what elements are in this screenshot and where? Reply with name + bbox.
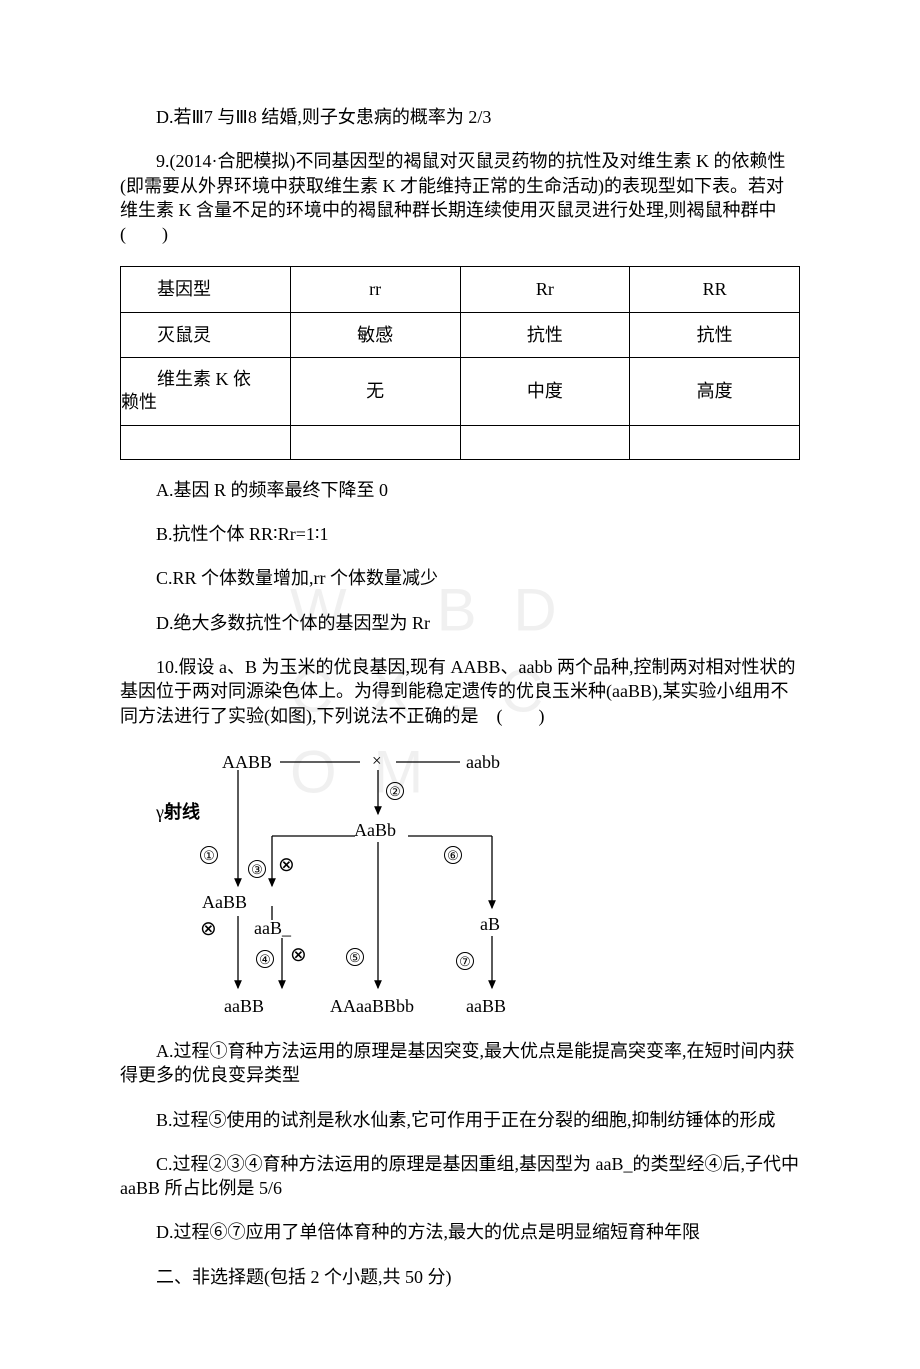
q10-option-c: C.过程②③④育种方法运用的原理是基因重组,基因型为 aaB_的类型经④后,子代… — [120, 1152, 800, 1201]
table-row: 维生素 K 依 赖性 无 中度 高度 — [121, 358, 800, 426]
cell-sensitive: 敏感 — [290, 312, 460, 357]
cell-rr: rr — [290, 267, 460, 312]
q10-option-d: D.过程⑥⑦应用了单倍体育种的方法,最大的优点是明显缩短育种年限 — [120, 1220, 800, 1244]
table-row: 基因型 rr Rr RR — [121, 267, 800, 312]
lbl-bot3: aaBB — [466, 994, 506, 1018]
lbl-self-3: ⊗ — [290, 942, 307, 969]
cell-RR: RR — [630, 267, 800, 312]
cell-none: 无 — [290, 358, 460, 426]
q10-diagram: AABB × aabb ② γ射线 ① AaBb ③ ⊗ ⑥ AaBB ⊗ aa… — [140, 748, 580, 1023]
lbl-gamma: γ射线 — [156, 800, 200, 824]
q9-option-a: A.基因 R 的频率最终下降至 0 — [120, 478, 800, 502]
lbl-AaBb: AaBb — [354, 818, 396, 842]
lbl-c3: ③ — [248, 856, 266, 880]
cell-ratkiller-header: 灭鼠灵 — [121, 312, 291, 357]
section2-heading: 二、非选择题(包括 2 个小题,共 50 分) — [120, 1265, 800, 1289]
lbl-c7: ⑦ — [456, 948, 474, 972]
lbl-c4: ④ — [256, 946, 274, 970]
q9-stem: 9.(2014·合肥模拟)不同基因型的褐鼠对灭鼠灵药物的抗性及对维生素 K 的依… — [120, 149, 800, 246]
cell-mid: 中度 — [460, 358, 630, 426]
lbl-self-1: ⊗ — [278, 852, 295, 879]
q10-stem: 10.假设 a、B 为玉米的优良基因,现有 AABB、aabb 两个品种,控制两… — [120, 655, 800, 728]
lbl-c1: ① — [200, 842, 218, 866]
diagram-arrows — [140, 748, 580, 1023]
q9-option-b: B.抗性个体 RR∶Rr=1∶1 — [120, 522, 800, 546]
lbl-AABB: AABB — [222, 750, 272, 774]
cell-Rr: Rr — [460, 267, 630, 312]
q9-option-c: C.RR 个体数量增加,rr 个体数量减少 — [120, 566, 800, 590]
lbl-c5: ⑤ — [346, 944, 364, 968]
q9-option-d: D.绝大多数抗性个体的基因型为 Rr — [120, 611, 800, 635]
lbl-aB: aB — [480, 912, 500, 936]
table-row: 灭鼠灵 敏感 抗性 抗性 — [121, 312, 800, 357]
lbl-aaB_: aaB_ — [254, 916, 291, 940]
lbl-self-2: ⊗ — [200, 916, 217, 943]
q10-option-a: A.过程①育种方法运用的原理是基因突变,最大优点是能提高突变率,在短时间内获得更… — [120, 1039, 800, 1088]
lbl-AaBB: AaBB — [202, 890, 247, 914]
table-row — [121, 425, 800, 459]
lbl-c2: ② — [386, 778, 404, 802]
lbl-bot1: aaBB — [224, 994, 264, 1018]
lbl-c6: ⑥ — [444, 842, 462, 866]
cell-high: 高度 — [630, 358, 800, 426]
cell-resist1: 抗性 — [460, 312, 630, 357]
q9-table: 基因型 rr Rr RR 灭鼠灵 敏感 抗性 抗性 维生素 K 依 赖性 无 中… — [120, 266, 800, 459]
cell-resist2: 抗性 — [630, 312, 800, 357]
cell-vitk-header: 维生素 K 依 赖性 — [121, 358, 291, 426]
q8-option-d: D.若Ⅲ7 与Ⅲ8 结婚,则子女患病的概率为 2/3 — [120, 105, 800, 129]
lbl-cross: × — [372, 750, 382, 773]
lbl-aabb: aabb — [466, 750, 500, 774]
q10-option-b: B.过程⑤使用的试剂是秋水仙素,它可作用于正在分裂的细胞,抑制纺锤体的形成 — [120, 1108, 800, 1132]
lbl-bot2: AAaaBBbb — [330, 994, 414, 1018]
cell-genotype-header: 基因型 — [121, 267, 291, 312]
